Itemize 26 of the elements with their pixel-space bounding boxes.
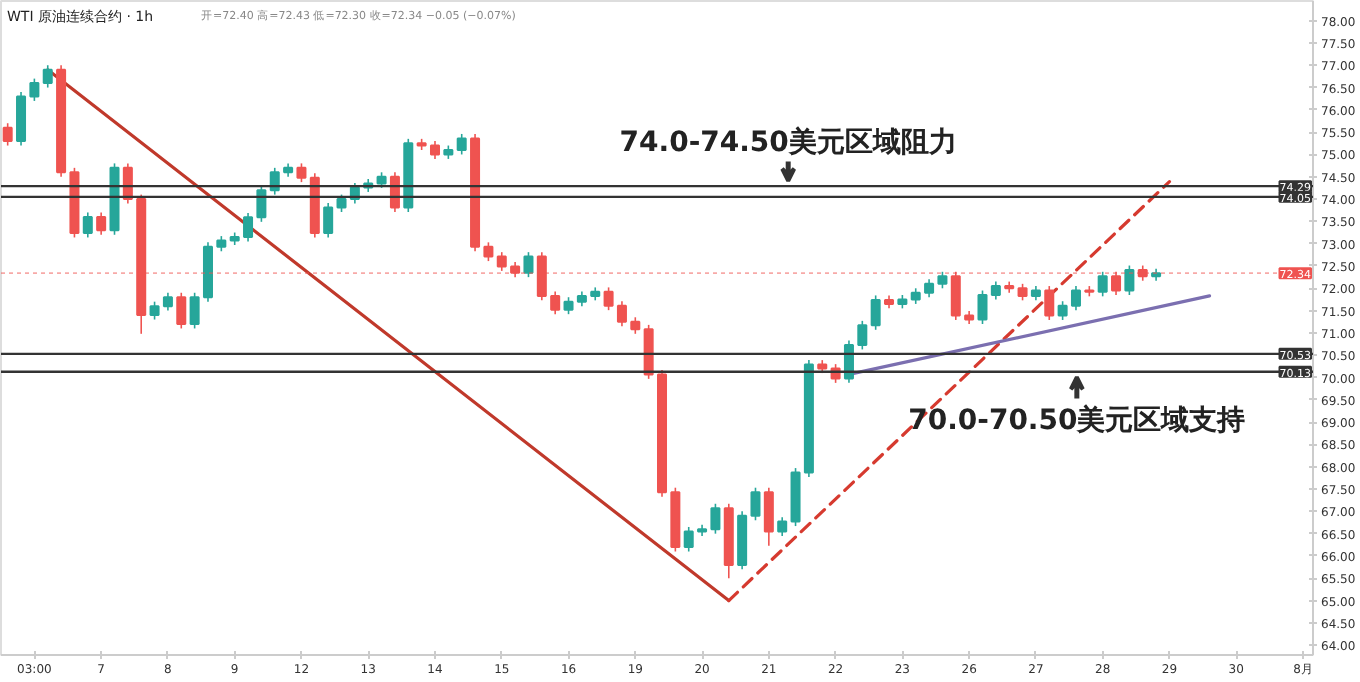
- candlestick: [483, 241, 494, 262]
- candlestick: [1057, 300, 1068, 321]
- candlestick: [296, 162, 307, 183]
- candlestick: [1070, 285, 1081, 311]
- candlestick: [2, 122, 13, 147]
- annotation: 74.0-74.50美元区域阻力: [619, 125, 957, 160]
- candlestick: [763, 486, 774, 547]
- candlestick: [42, 64, 53, 89]
- candlestick: [1111, 270, 1122, 296]
- candlestick: [550, 290, 561, 315]
- candlestick: [256, 184, 267, 223]
- candlestick: [1097, 270, 1108, 298]
- candlestick: [456, 133, 467, 156]
- candlestick: [1124, 264, 1135, 296]
- candlestick: [82, 211, 93, 239]
- candlestick: [323, 202, 334, 239]
- candlestick: [176, 291, 187, 330]
- candlestick: [1044, 285, 1055, 321]
- candlestick: [870, 294, 881, 331]
- candlestick: [96, 211, 107, 236]
- annotation: 70.0-70.50美元区域支持: [908, 403, 1246, 438]
- candlestick: [710, 502, 721, 535]
- candlestick: [777, 516, 788, 537]
- candlestick: [536, 251, 547, 302]
- candlestick: [523, 251, 534, 278]
- candlestick: [243, 212, 254, 243]
